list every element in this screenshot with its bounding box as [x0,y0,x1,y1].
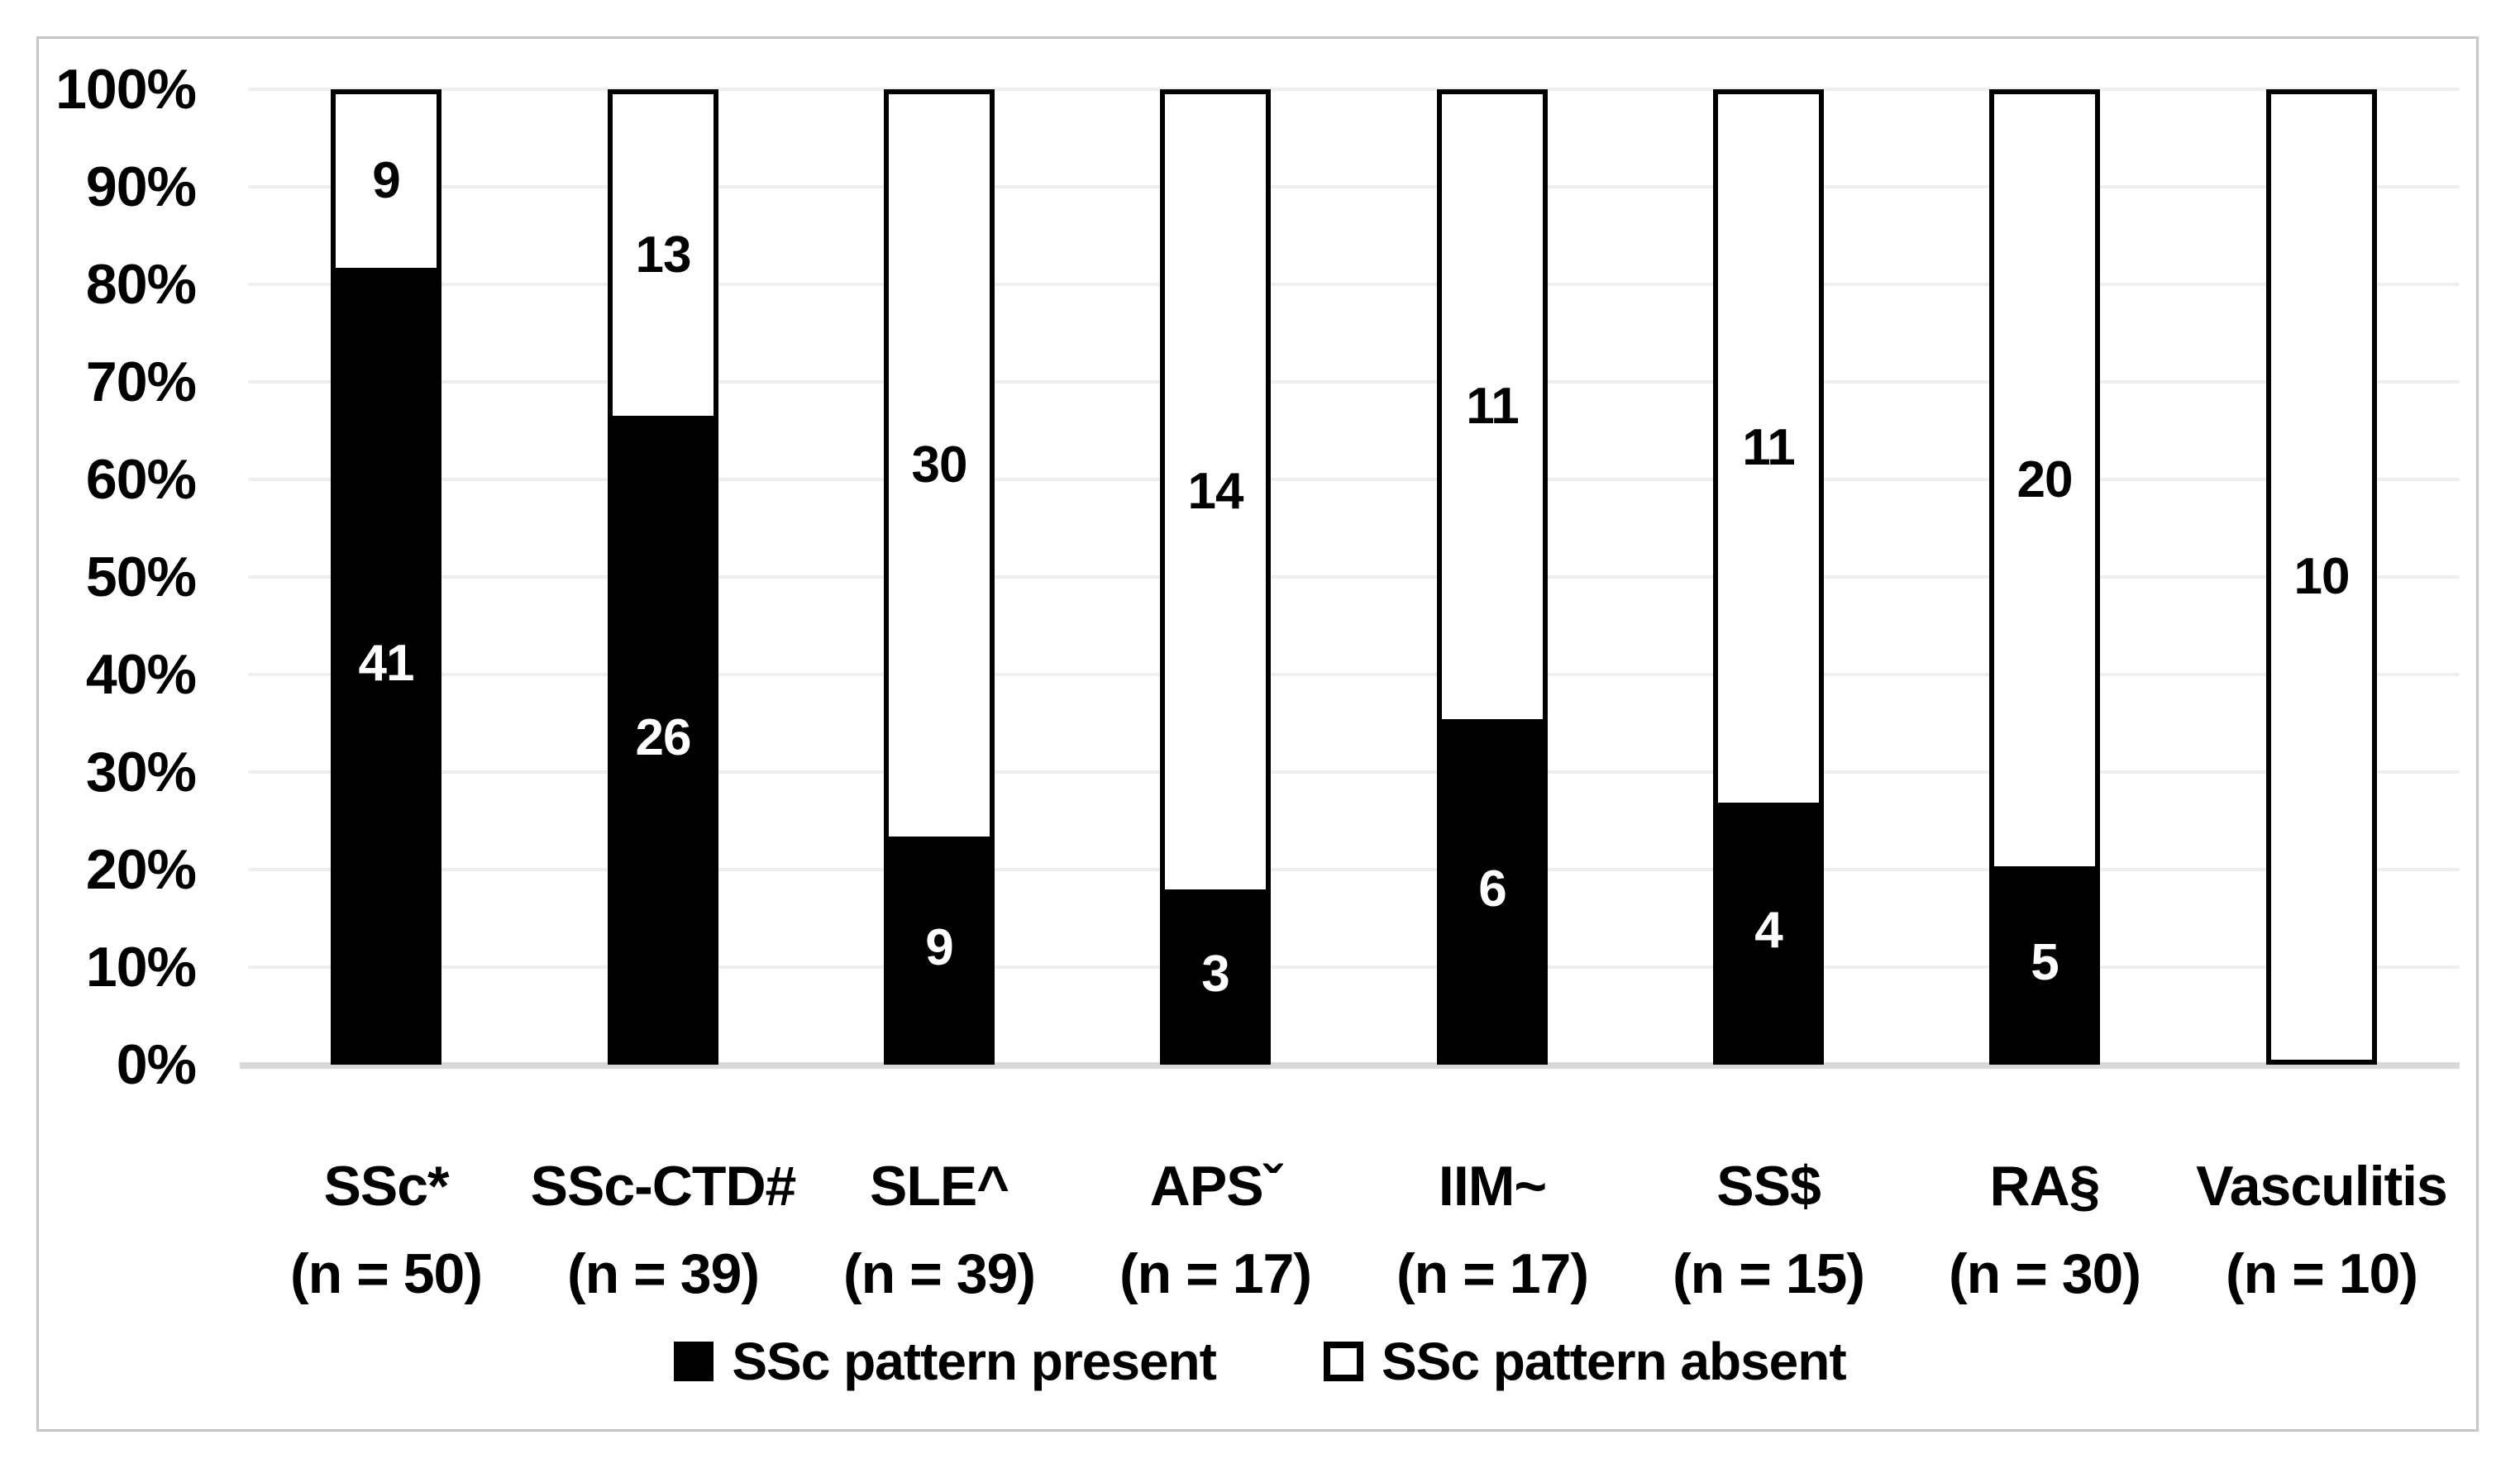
data-label-absent-SLE^: 30 [911,436,968,494]
y-tick-90%: 90% [85,155,197,218]
bar-APSˇ: 14 3 [1160,89,1271,1065]
category-name-APSˇ: APSˇ [1149,1155,1281,1218]
data-label-absent-IIM~: 11 [1466,377,1520,435]
data-label-absent-SSc*: 9 [372,152,400,210]
category-name-SS$: SS$ [1716,1155,1821,1218]
gridline-100% [248,88,2460,91]
bar-segment-present-SSc*: 41 [336,268,437,1060]
gridline-40% [248,673,2460,676]
bar-segment-absent-SS$: 11 [1718,94,1819,803]
category-name-Vasculitis: Vasculitis [2196,1155,2448,1218]
bar-RA§: 20 5 [1989,89,2100,1065]
y-tick-80%: 80% [85,253,197,316]
gridline-10% [248,965,2460,969]
gridline-30% [248,770,2460,774]
legend-marker-absent-icon [1323,1342,1363,1381]
bar-IIM~: 11 6 [1437,89,1548,1065]
data-label-present-IIM~: 6 [1478,860,1506,918]
category-n-SSc-CTD#: (n = 39) [567,1242,760,1305]
category-n-RA§: (n = 30) [1949,1242,2141,1305]
category-name-SSc*: SSc* [323,1155,450,1218]
gridline-70% [248,380,2460,384]
bar-segment-absent-IIM~: 11 [1442,94,1543,719]
bar-Vasculitis: 10 [2266,89,2377,1065]
gridline-60% [248,478,2460,481]
category-label-SSc-CTD#: SSc-CTD# (n = 39) [473,1142,853,1318]
gridline-50% [248,575,2460,579]
category-name-IIM~: IIM~ [1438,1155,1547,1218]
data-label-present-SSc*: 41 [358,635,415,693]
legend-marker-present-icon [674,1342,714,1381]
bar-segment-present-IIM~: 6 [1442,718,1543,1060]
bar-segment-present-SS$: 4 [1718,802,1819,1060]
bar-segment-absent-RA§: 20 [1994,94,2095,867]
gridline-80% [248,283,2460,286]
bar-segment-present-RA§: 5 [1994,866,2095,1060]
category-label-IIM~: IIM~ (n = 17) [1302,1142,1682,1318]
category-label-RA§: RA§ (n = 30) [1854,1142,2235,1318]
data-label-absent-SS$: 11 [1742,419,1796,477]
legend-label-absent: SSc pattern absent [1381,1332,1847,1391]
bar-segment-present-SSc-CTD#: 26 [613,416,714,1060]
data-label-present-APSˇ: 3 [1201,945,1229,1003]
category-n-SS$: (n = 15) [1673,1242,1865,1305]
category-label-Vasculitis: Vasculitis (n = 10) [2131,1142,2512,1318]
y-tick-0%: 0% [116,1033,197,1096]
bar-segment-present-APSˇ: 3 [1165,889,1266,1060]
category-n-SLE^: (n = 39) [843,1242,1036,1305]
y-tick-60%: 60% [85,448,197,511]
data-label-present-RA§: 5 [2031,934,2059,992]
y-tick-40%: 40% [85,643,197,706]
category-label-SSc*: SSc* (n = 50) [196,1142,576,1318]
data-label-present-SLE^: 9 [925,919,953,977]
category-n-SSc*: (n = 50) [290,1242,483,1305]
category-n-Vasculitis: (n = 10) [2226,1242,2418,1305]
bar-segment-absent-SSc*: 9 [336,94,437,269]
gridline-20% [248,868,2460,871]
bar-SSc-CTD#: 13 26 [608,89,718,1065]
legend-item-present: SSc pattern present [674,1332,1217,1391]
category-label-SS$: SS$ (n = 15) [1578,1142,1959,1318]
bar-SSc*: 9 41 [331,89,441,1065]
category-label-APSˇ: APSˇ (n = 17) [1025,1142,1406,1318]
bar-SLE^: 30 9 [884,89,995,1065]
bar-segment-absent-SSc-CTD#: 13 [613,94,714,417]
y-tick-100%: 100% [55,58,197,121]
legend-label-present: SSc pattern present [732,1332,1217,1391]
legend-item-absent: SSc pattern absent [1323,1332,1847,1391]
category-n-IIM~: (n = 17) [1396,1242,1589,1305]
bar-segment-absent-APSˇ: 14 [1165,94,1266,889]
category-name-RA§: RA§ [1989,1155,2100,1218]
category-name-SLE^: SLE^ [870,1155,1009,1218]
gridline-90% [248,185,2460,188]
bar-segment-absent-SLE^: 30 [889,94,990,837]
category-name-SSc-CTD#: SSc-CTD# [530,1155,797,1218]
data-label-present-SS$: 4 [1754,902,1783,960]
data-label-absent-APSˇ: 14 [1187,462,1244,520]
bar-SS$: 11 4 [1713,89,1824,1065]
y-tick-70%: 70% [85,350,197,413]
bar-segment-absent-Vasculitis: 10 [2271,94,2372,1060]
plot-area: 9 41 13 26 30 9 14 3 11 6 11 4 20 5 10 [240,88,2460,1069]
legend: SSc pattern present SSc pattern absent [0,1324,2520,1399]
data-label-absent-RA§: 20 [2016,451,2074,509]
data-label-absent-Vasculitis: 10 [2293,548,2351,605]
data-label-present-SSc-CTD#: 26 [635,708,692,766]
y-tick-20%: 20% [85,838,197,901]
y-tick-50%: 50% [85,546,197,608]
category-label-SLE^: SLE^ (n = 39) [749,1142,1129,1318]
category-n-APSˇ: (n = 17) [1119,1242,1312,1305]
y-tick-10%: 10% [85,936,197,999]
x-axis-line [240,1062,2460,1069]
data-label-absent-SSc-CTD#: 13 [635,226,692,284]
bar-segment-present-SLE^: 9 [889,837,990,1060]
y-tick-30%: 30% [85,741,197,803]
